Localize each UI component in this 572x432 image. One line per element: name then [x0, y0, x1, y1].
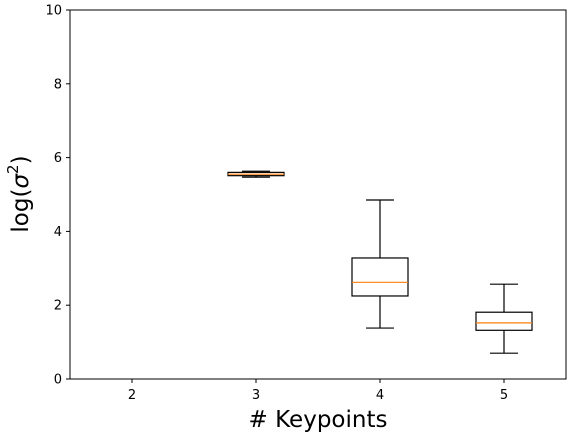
y-tick-label: 0 — [54, 373, 62, 388]
y-tick-label: 4 — [54, 225, 62, 240]
x-tick-label: 3 — [252, 388, 260, 403]
box-iqr — [475, 311, 533, 331]
y-tick-label: 8 — [54, 77, 62, 92]
y-axis-label-close: ) — [8, 155, 34, 164]
y-axis-label-symbol: σ — [8, 173, 34, 189]
x-tick-label: 5 — [500, 388, 508, 403]
box-iqr — [351, 257, 409, 297]
plot-area-frame — [69, 9, 567, 380]
y-axis-label: log(σ2) — [4, 155, 34, 232]
x-tick-label: 2 — [128, 388, 136, 403]
y-tick-label: 10 — [45, 4, 62, 19]
x-axis-ticks: 2 3 4 5 — [128, 379, 508, 403]
y-axis-label-base: log( — [8, 189, 34, 233]
y-axis-label-superscript: 2 — [4, 164, 22, 174]
x-tick-label: 4 — [376, 388, 384, 403]
y-tick-label: 6 — [54, 151, 62, 166]
y-axis-ticks: 0 2 4 6 8 10 — [45, 4, 70, 388]
y-tick-label: 2 — [54, 299, 62, 314]
x-axis-label: # Keypoints — [249, 407, 388, 432]
plot-marks — [227, 170, 533, 354]
